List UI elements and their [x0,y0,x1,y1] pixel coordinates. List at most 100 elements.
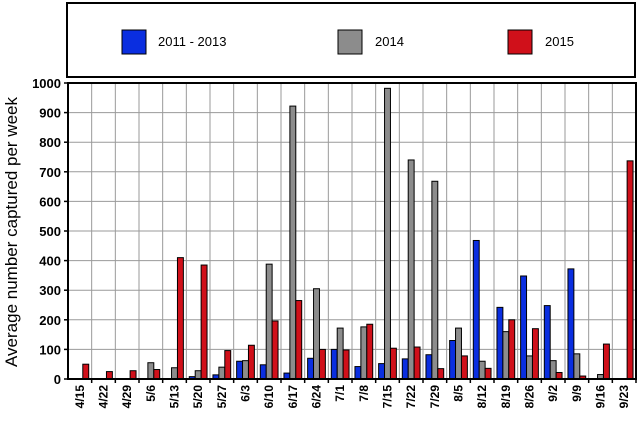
bar-0-6-10 [259,364,267,380]
legend-label-2015: 2015 [545,34,574,49]
x-tick-label-22: 9/16 [594,385,608,409]
x-tick-label-5: 5/20 [191,385,205,409]
bar-2-8-19 [508,319,516,380]
bar-0-7-29 [425,354,433,380]
bar-2-6-17 [295,300,303,380]
bar-0-9-2 [543,305,551,380]
x-tick-label-17: 8/12 [475,385,489,409]
x-tick-label-1: 4/22 [97,385,111,409]
bar-2-6-10 [271,320,279,380]
bar-1-8-5 [455,327,462,380]
bar-1-9-9 [573,353,581,380]
bar-2-7-8 [366,323,374,380]
x-tick-label-0: 4/15 [73,385,87,409]
bar-0-7-15 [378,363,386,380]
y-tick-label-10: 1000 [32,76,61,91]
bar-1-7-29 [431,180,439,380]
bar-2-8-5 [460,355,468,380]
bar-2-5-6 [153,369,161,380]
bar-0-9-9 [567,268,575,380]
legend-swatch-2011-2013 [121,29,147,55]
bar-1-5-6 [147,362,155,380]
bar-2-6-3 [247,344,255,380]
x-tick-label-16: 8/5 [452,385,466,402]
x-tick-label-23: 9/23 [617,385,631,409]
legend-swatch-2014 [337,29,363,55]
x-tick-label-9: 6/17 [286,385,300,409]
x-tick-label-18: 8/19 [499,385,513,409]
x-tick-label-20: 9/2 [546,385,560,402]
bar-0-8-5 [449,340,457,380]
bar-0-7-8 [354,366,362,380]
bar-0-6-24 [307,357,315,380]
bar-1-8-19 [502,331,510,380]
bar-1-6-10 [265,263,273,380]
bar-2-9-23 [626,160,634,380]
x-tick-label-19: 8/26 [523,385,537,409]
y-tick-label-5: 500 [39,224,61,239]
bar-2-5-20 [200,264,208,380]
y-tick-label-4: 400 [39,254,61,269]
legend-label-2011-2013: 2011 - 2013 [158,34,226,49]
y-tick-label-1: 100 [39,342,61,357]
x-tick-label-8: 6/10 [262,385,276,409]
x-tick-label-7: 6/3 [239,385,253,402]
legend: 2011 - 2013 2014 2015 [66,2,636,78]
bar-1-7-15 [384,87,391,380]
x-tick-label-4: 5/13 [168,385,182,409]
bar-2-5-27 [224,350,232,380]
x-tick-label-14: 7/22 [404,385,418,409]
x-tick-label-11: 7/1 [333,385,347,402]
y-tick-label-8: 800 [39,135,61,150]
x-tick-label-6: 5/27 [215,385,229,409]
y-tick-label-7: 700 [39,165,61,180]
x-tick-label-12: 7/8 [357,385,371,402]
x-tick-label-15: 7/29 [428,385,442,409]
bar-1-5-20 [194,370,202,380]
y-tick-label-0: 0 [54,372,61,387]
x-tick-label-21: 9/9 [570,385,584,402]
legend-label-2014: 2014 [375,34,404,49]
bar-2-7-15 [389,347,397,380]
bar-2-7-29 [437,368,445,380]
y-axis-label: Average number captured per week [2,97,21,367]
bar-2-8-12 [484,367,492,380]
bar-2-9-16 [602,343,610,380]
bar-2-8-26 [531,328,539,380]
y-tick-label-2: 200 [39,313,61,328]
bar-2-4-29 [129,370,137,380]
bar-2-5-13 [176,257,184,380]
bar-2-7-1 [342,349,350,380]
bar-2-6-24 [318,348,326,380]
bar-2-4-15 [82,363,90,380]
plot-area: 0 100 200 300 400 500 600 700 800 900 1000 4/15 4/22… [32,76,637,409]
x-tick-label-13: 7/15 [381,385,395,409]
bar-0-8-12 [472,239,480,380]
bar-0-6-3 [236,360,244,380]
bar-0-8-19 [496,306,504,380]
bar-0-7-22 [401,358,409,380]
bar-1-6-3 [242,360,249,380]
legend-swatch-2015 [507,29,533,55]
bar-1-5-27 [218,366,226,380]
bar-1-7-22 [407,159,415,380]
bar-1-7-1 [336,327,344,380]
bar-1-8-12 [478,360,486,380]
x-tick-label-2: 4/29 [120,385,134,409]
bar-2-4-22 [105,371,113,380]
bar-0-8-26 [520,275,528,380]
y-tick-label-3: 300 [39,283,61,298]
bar-1-5-13 [171,367,178,380]
x-tick-label-10: 6/24 [310,385,324,409]
bar-1-8-26 [526,355,533,380]
y-tick-label-6: 600 [39,194,61,209]
x-tick-label-3: 5/6 [144,385,158,402]
y-tick-label-9: 900 [39,106,61,121]
bar-1-6-24 [313,288,320,380]
bar-0-7-1 [330,348,338,380]
bar-1-7-8 [360,326,368,380]
bar-1-9-2 [549,360,557,380]
bar-1-6-17 [289,105,297,380]
bar-2-7-22 [413,346,421,380]
